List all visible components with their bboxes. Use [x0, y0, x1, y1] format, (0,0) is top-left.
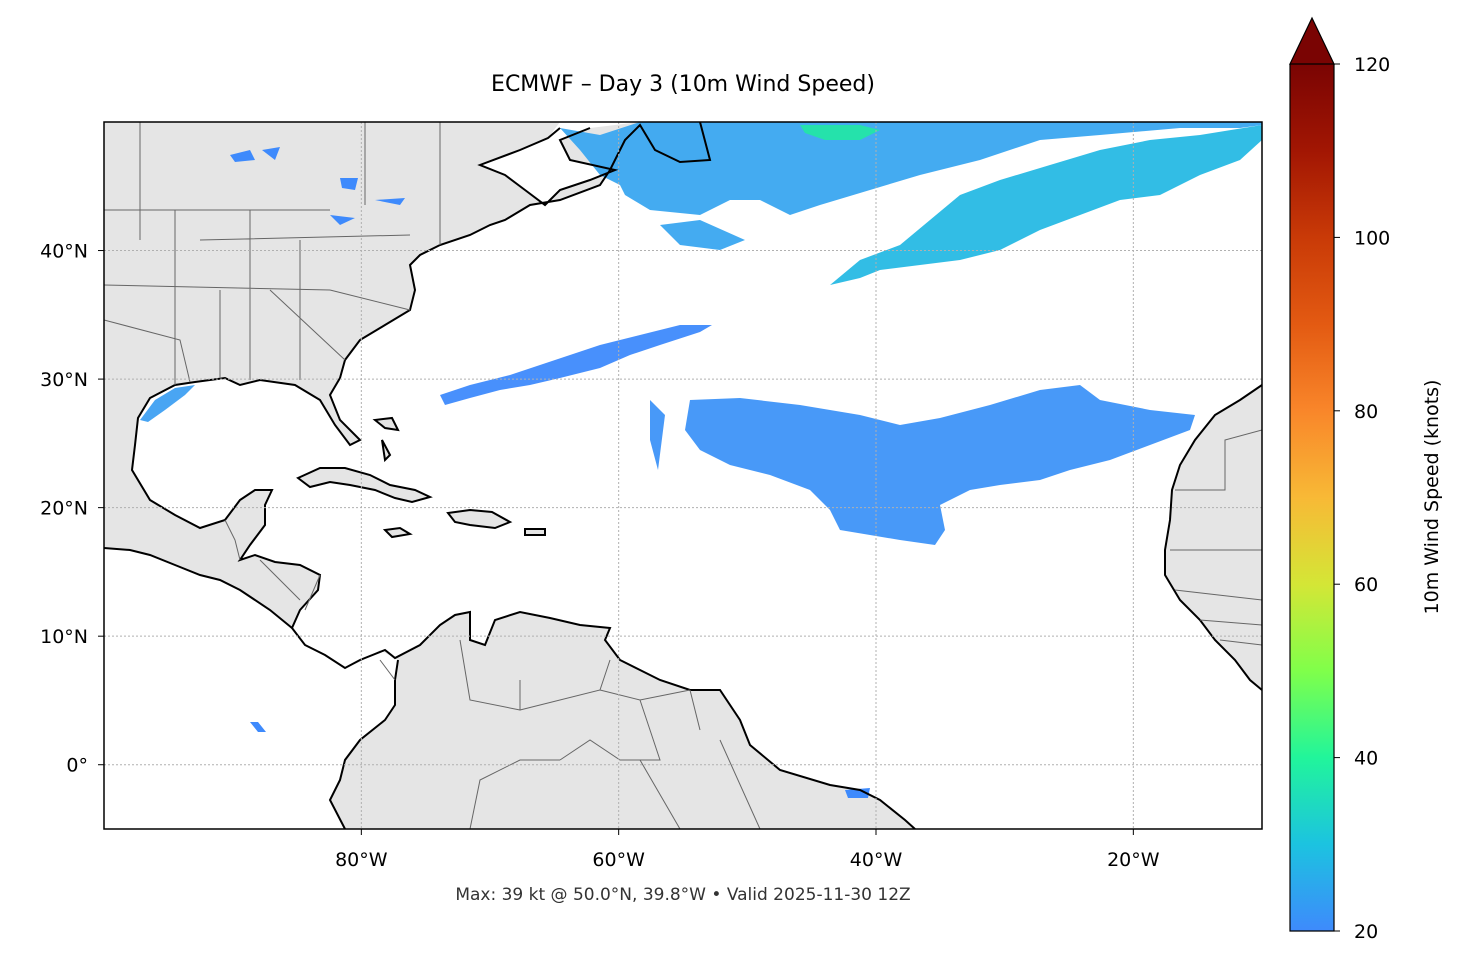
- colorbar-label: 10m Wind Speed (knots): [1421, 379, 1443, 615]
- borders: [104, 122, 1262, 829]
- wind-area-trade-wind-belt: [650, 385, 1195, 545]
- wind-area-gulf-of-mexico: [140, 385, 195, 422]
- lat-tick-label: 10°N: [40, 626, 88, 648]
- land-cuba: [298, 468, 430, 502]
- wind-area-north-atlantic-band: [830, 125, 1262, 285]
- colorbar-frame: [1289, 64, 1335, 932]
- wind-area-wind-max: [800, 125, 880, 140]
- colorbar-ticks: 20 40 60 80 100 120: [1334, 54, 1390, 943]
- land-puerto-rico: [525, 529, 545, 535]
- lat-tick-label: 0°: [66, 755, 88, 777]
- wind-layer: [140, 122, 1262, 798]
- map-area: [104, 122, 1262, 829]
- colorbar-tick-label: 80: [1354, 401, 1378, 423]
- gridlines: [104, 122, 1262, 829]
- colorbar-tick-label: 60: [1354, 574, 1378, 596]
- colorbar-extend-arrow: [1289, 16, 1335, 65]
- colorbar-tick-label: 100: [1354, 227, 1390, 249]
- colorbar-tick-label: 40: [1354, 748, 1378, 770]
- coastlines: [104, 122, 1262, 829]
- map-caption: Max: 39 kt @ 50.0°N, 39.8°W • Valid 2025…: [455, 885, 911, 905]
- wind-area-great-lakes: [230, 147, 405, 225]
- lat-ticks: 40°N 30°N 20°N 10°N 0°: [40, 241, 104, 777]
- land-africa: [1165, 385, 1262, 690]
- colorbar-body: [1290, 64, 1334, 931]
- lon-ticks: 80°W 60°W 40°W 20°W: [335, 829, 1160, 871]
- lon-tick-label: 60°W: [592, 849, 645, 871]
- lon-tick-label: 40°W: [850, 849, 903, 871]
- map-title: ECMWF – Day 3 (10m Wind Speed): [491, 72, 875, 97]
- lat-tick-label: 20°N: [40, 498, 88, 520]
- map-frame: [103, 121, 1263, 830]
- lat-tick-label: 30°N: [40, 369, 88, 391]
- colorbar-tick-label: 20: [1354, 921, 1378, 943]
- lon-tick-label: 20°W: [1107, 849, 1160, 871]
- land-north-america: [104, 122, 915, 829]
- colorbar-tick-label: 120: [1354, 54, 1390, 76]
- wind-area-subtropical-streak: [440, 325, 712, 405]
- lon-tick-label: 80°W: [335, 849, 388, 871]
- wind-area-north-atlantic-west: [560, 122, 1262, 250]
- colorbar: 20 40 60 80 100 120: [1289, 16, 1390, 943]
- lat-tick-label: 40°N: [40, 241, 88, 263]
